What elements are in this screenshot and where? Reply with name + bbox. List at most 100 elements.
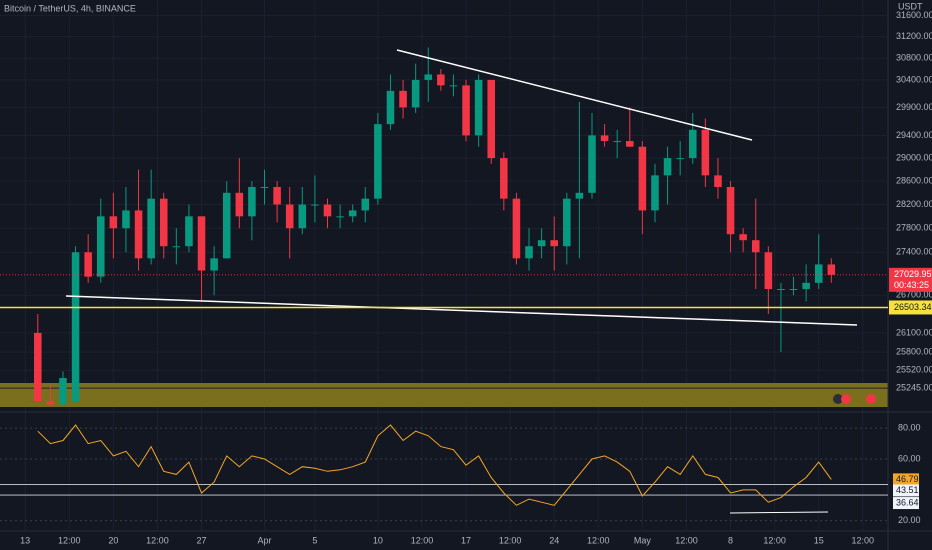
rsi-tick-label: 60.00 (898, 453, 921, 463)
candle-body (651, 175, 659, 211)
rsi-trendline (729, 511, 829, 514)
trendline-lower (65, 295, 858, 326)
candle-body (739, 234, 747, 241)
event-icon[interactable] (833, 394, 843, 404)
candle-body (386, 90, 395, 125)
x-tick-label: 12:00 (58, 535, 81, 545)
rsi-level-tag (893, 484, 919, 497)
rsi-current-tag (893, 473, 919, 486)
candle-body (411, 79, 420, 108)
y-tick-label: 29400.00 (896, 130, 932, 140)
x-tick-label: May (634, 535, 652, 545)
candles (0, 15, 888, 407)
candle-body (323, 204, 332, 217)
trendline-upper (396, 49, 753, 141)
x-tick-label: Apr (258, 535, 272, 545)
x-tick-label: 17 (461, 535, 471, 545)
event-icon[interactable] (866, 394, 876, 404)
candle-body (437, 74, 445, 86)
candle-body (298, 204, 307, 229)
candle-body (751, 240, 760, 253)
y-tick-label: 29000.00 (896, 152, 932, 162)
x-tick-label: 12:00 (852, 535, 875, 545)
support-zone (0, 383, 888, 407)
candle-body (827, 264, 836, 275)
y-tick-label: 27800.00 (896, 223, 932, 233)
candle-body (550, 240, 558, 247)
y-tick-label: 31200.00 (896, 31, 932, 41)
candle-body (147, 198, 155, 259)
candle-body (71, 252, 80, 402)
candle-body (688, 129, 697, 159)
candle-body (96, 216, 105, 277)
x-tick-label: 12:00 (675, 535, 698, 545)
candle-body (626, 141, 634, 147)
x-tick-label: 24 (549, 535, 559, 545)
candle-body (714, 175, 722, 187)
candle-body (802, 282, 810, 290)
candle-body (348, 210, 357, 217)
x-tick-label: 12:00 (763, 535, 786, 545)
rsi-tick-label: 80.00 (898, 422, 921, 432)
rsi-level-label: 36.64 (896, 497, 919, 507)
candle-body (462, 85, 470, 136)
rsi-level-label: 43.51 (896, 485, 919, 495)
event-icon[interactable] (841, 394, 851, 404)
candle-body (361, 198, 370, 211)
rsi-line (37, 424, 832, 506)
candle-body (374, 124, 382, 199)
candle-body (336, 216, 344, 218)
candle-body (134, 210, 143, 259)
candle-body (613, 141, 621, 143)
candle-body (197, 216, 206, 271)
chart-title: Bitcoin / TetherUS, 4h, BINANCE (4, 3, 136, 13)
x-tick-label: 13 (20, 535, 30, 545)
candle-body (424, 74, 433, 80)
candle-body (789, 289, 798, 291)
y-tick-label: 30800.00 (896, 53, 932, 63)
candle-body (588, 135, 596, 193)
candle-body (676, 158, 684, 160)
candle-body (222, 192, 231, 259)
candle-body (500, 158, 508, 199)
countdown: 00:43:25 (894, 280, 929, 290)
candle-body (663, 158, 672, 176)
candle-body (311, 204, 319, 206)
y-tick-label: 25800.00 (896, 346, 932, 356)
candle-body (172, 246, 181, 248)
x-tick-label: 27 (197, 535, 207, 545)
rsi-tick-label: 20.00 (898, 515, 921, 525)
candle-body (109, 216, 118, 229)
x-tick-label: 12:00 (499, 535, 522, 545)
y-tick-label: 28200.00 (896, 199, 932, 209)
x-tick-label: 12:00 (411, 535, 434, 545)
candle-body (777, 289, 785, 291)
candle-body (701, 129, 710, 176)
rsi-level-tag (893, 497, 919, 510)
y-tick-label: 25245.00 (896, 383, 932, 393)
candle-body (563, 198, 571, 247)
rsi-current-label: 46.79 (896, 474, 919, 484)
y-tick-label: 29900.00 (896, 102, 932, 112)
candle-body (764, 252, 773, 290)
candle-body (84, 252, 92, 277)
candle-body (122, 210, 130, 229)
candle-body (537, 240, 546, 247)
currency: USDT (898, 1, 923, 11)
level-tag (889, 300, 932, 315)
candle-body (59, 378, 67, 405)
x-tick-label: 20 (108, 535, 118, 545)
x-tick-label: 12:00 (587, 535, 610, 545)
y-tick-label: 30400.00 (896, 74, 932, 84)
candle-body (575, 192, 584, 199)
candle-body (726, 186, 735, 235)
candle-body (474, 79, 483, 136)
candle-body (512, 198, 521, 259)
x-tick-label: 8 (728, 535, 733, 545)
candle-body (449, 85, 458, 87)
candle-body (159, 198, 168, 247)
y-tick-label: 28600.00 (896, 176, 932, 186)
last-price-label: 27029.95 (894, 269, 932, 279)
candle-body (399, 90, 407, 108)
